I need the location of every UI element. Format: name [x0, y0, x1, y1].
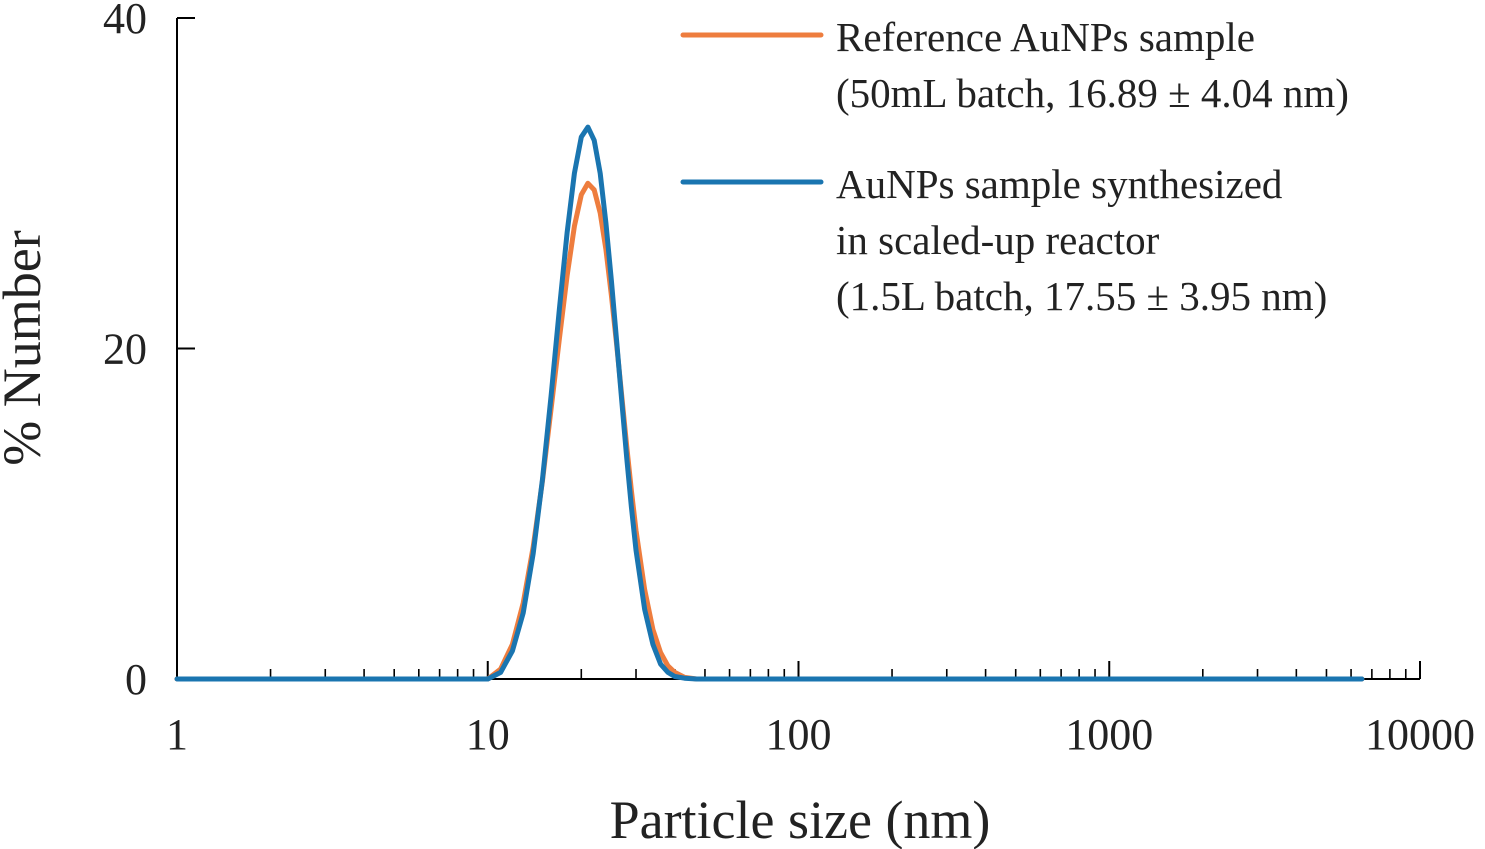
y-tick-label: 20	[103, 325, 147, 374]
x-tick-label: 10000	[1365, 710, 1475, 759]
legend-label-1: Reference AuNPs sample	[836, 14, 1255, 60]
legend: Reference AuNPs sample (50mL batch, 16.89…	[680, 14, 1349, 319]
y-ticks: 0 20 40	[103, 0, 195, 704]
x-axis-title: Particle size (nm)	[610, 790, 991, 849]
y-axis-title: % Number	[0, 230, 52, 465]
axes	[176, 18, 1420, 680]
y-tick-label: 40	[103, 0, 147, 43]
legend-label-2: AuNPs sample synthesized	[836, 161, 1282, 207]
x-ticks: 1 10 100 1000 10000	[166, 661, 1475, 759]
x-tick-label: 1	[166, 710, 188, 759]
legend-label-2: (1.5L batch, 17.55 ± 3.95 nm)	[836, 273, 1327, 319]
x-tick-label: 100	[766, 710, 832, 759]
legend-label-1: (50mL batch, 16.89 ± 4.04 nm)	[836, 70, 1349, 116]
x-tick-label: 10	[466, 710, 510, 759]
series-line-1	[174, 180, 1365, 682]
series-line-2	[174, 124, 1365, 682]
y-tick-label: 0	[125, 655, 147, 704]
plot-area	[174, 124, 1365, 682]
x-tick-label: 1000	[1065, 710, 1153, 759]
legend-label-2: in scaled-up reactor	[836, 217, 1160, 263]
